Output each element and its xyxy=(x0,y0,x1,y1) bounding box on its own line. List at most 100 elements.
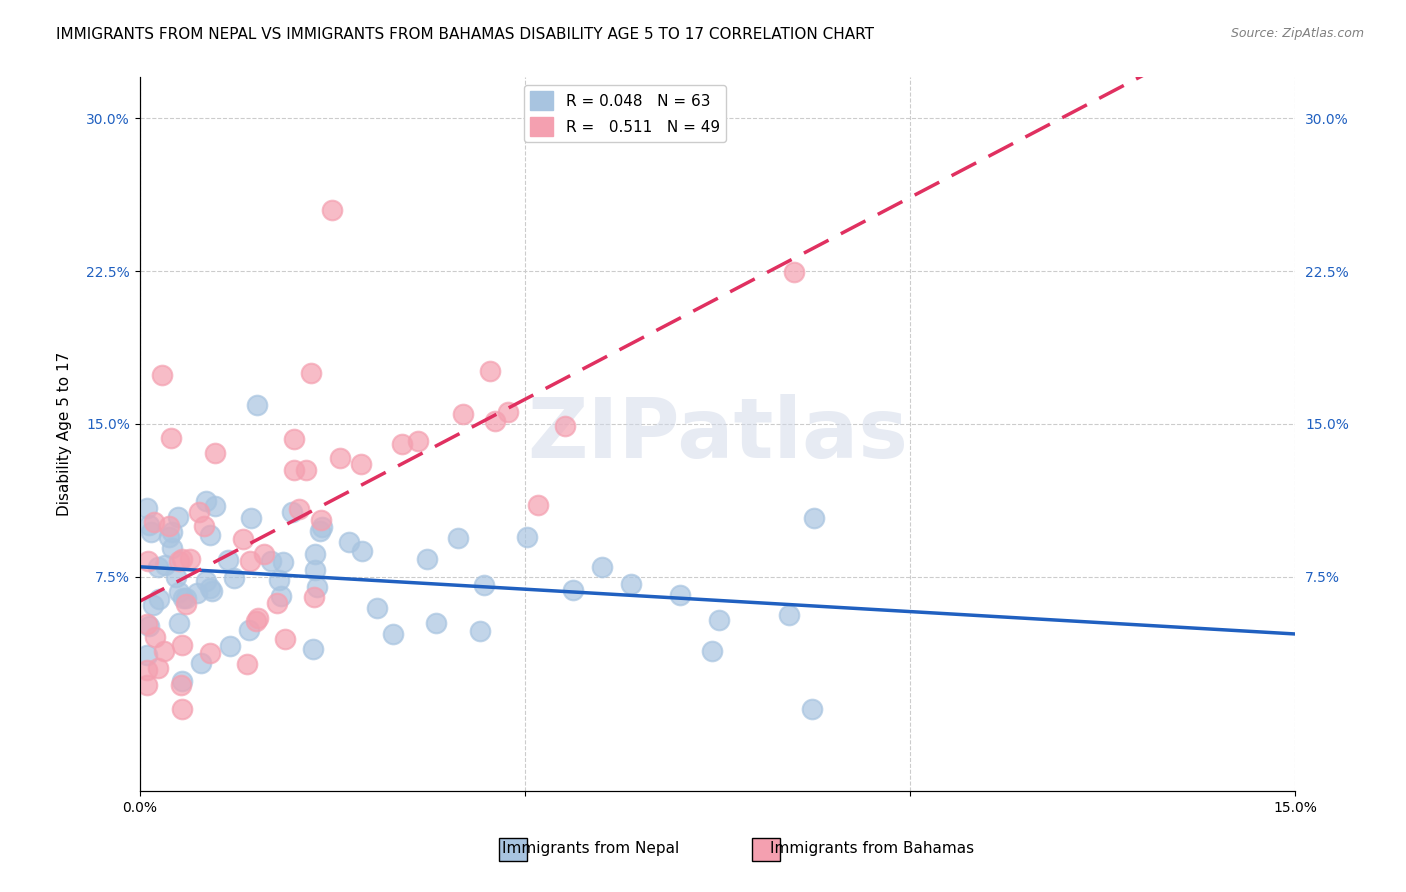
Point xyxy=(157,530,180,544)
Point xyxy=(295,463,318,477)
Point xyxy=(620,576,643,591)
Point xyxy=(591,559,613,574)
Point xyxy=(174,591,197,606)
Point xyxy=(153,558,176,572)
Point xyxy=(309,513,332,527)
Point xyxy=(162,525,184,540)
Point xyxy=(240,511,263,525)
Point xyxy=(198,528,221,542)
Point xyxy=(283,432,305,446)
Point xyxy=(193,518,215,533)
Point xyxy=(224,571,246,585)
Point xyxy=(382,627,405,641)
Point xyxy=(270,589,292,603)
Point xyxy=(201,583,224,598)
Point xyxy=(239,554,262,568)
Point xyxy=(554,419,576,434)
Point xyxy=(167,616,190,631)
Point xyxy=(283,463,305,477)
Point xyxy=(484,414,506,428)
Point xyxy=(709,613,731,627)
Point xyxy=(170,678,193,692)
Point xyxy=(195,494,218,508)
Point xyxy=(329,451,352,466)
Point xyxy=(167,554,190,568)
Point xyxy=(425,616,447,631)
Point xyxy=(136,500,159,515)
Point xyxy=(304,547,326,561)
Point xyxy=(451,407,474,421)
Point xyxy=(165,569,187,583)
Point xyxy=(311,520,333,534)
Point xyxy=(136,554,159,568)
Point xyxy=(562,583,585,598)
Point xyxy=(170,673,193,688)
Point xyxy=(447,531,470,545)
Point xyxy=(148,661,170,675)
Y-axis label: Disability Age 5 to 17: Disability Age 5 to 17 xyxy=(58,352,72,516)
Point xyxy=(236,657,259,671)
Point xyxy=(246,611,269,625)
Text: ZIPatlas: ZIPatlas xyxy=(527,393,908,475)
Point xyxy=(266,596,288,610)
Point xyxy=(172,591,194,605)
Point xyxy=(174,597,197,611)
Point xyxy=(308,524,330,538)
Point xyxy=(172,638,194,652)
Point xyxy=(190,656,212,670)
Point xyxy=(219,639,242,653)
Point xyxy=(143,630,166,644)
Point xyxy=(406,434,429,449)
Point xyxy=(281,505,304,519)
Point xyxy=(273,632,295,647)
Point xyxy=(136,648,159,662)
Point xyxy=(157,519,180,533)
Point xyxy=(260,554,283,568)
Point xyxy=(172,702,194,716)
Point xyxy=(204,499,226,513)
Point xyxy=(527,498,550,512)
Point xyxy=(301,367,323,381)
Point xyxy=(468,624,491,638)
Point xyxy=(321,202,343,217)
Point xyxy=(271,555,294,569)
Point xyxy=(245,614,267,628)
Point xyxy=(366,601,388,615)
Point xyxy=(778,607,800,622)
Point xyxy=(416,551,439,566)
Point xyxy=(152,644,174,658)
Point xyxy=(141,525,163,540)
Point xyxy=(516,530,538,544)
Point xyxy=(167,585,190,599)
Point xyxy=(246,398,269,412)
Point xyxy=(801,702,824,716)
Text: Immigrants from Bahamas: Immigrants from Bahamas xyxy=(769,841,974,856)
Point xyxy=(350,544,373,558)
Point xyxy=(200,646,222,660)
Point xyxy=(142,598,165,612)
Point xyxy=(162,541,184,555)
Point xyxy=(186,586,208,600)
Point xyxy=(152,368,174,382)
Point xyxy=(496,405,519,419)
Point xyxy=(160,431,183,445)
Text: IMMIGRANTS FROM NEPAL VS IMMIGRANTS FROM BAHAMAS DISABILITY AGE 5 TO 17 CORRELAT: IMMIGRANTS FROM NEPAL VS IMMIGRANTS FROM… xyxy=(56,27,875,42)
Point xyxy=(198,581,221,595)
Point xyxy=(803,511,825,525)
Point xyxy=(170,552,193,566)
Point xyxy=(146,559,169,574)
Point xyxy=(136,678,159,692)
Point xyxy=(204,446,226,460)
Point xyxy=(479,363,502,377)
Point xyxy=(472,578,495,592)
Point xyxy=(238,623,260,637)
Point xyxy=(349,457,371,471)
Point xyxy=(136,616,159,631)
Legend: R = 0.048   N = 63, R =   0.511   N = 49: R = 0.048 N = 63, R = 0.511 N = 49 xyxy=(524,85,725,142)
Point xyxy=(143,515,166,529)
Point xyxy=(669,588,692,602)
Point xyxy=(136,663,159,677)
Point xyxy=(167,510,190,524)
Point xyxy=(302,590,325,604)
Point xyxy=(337,535,360,549)
